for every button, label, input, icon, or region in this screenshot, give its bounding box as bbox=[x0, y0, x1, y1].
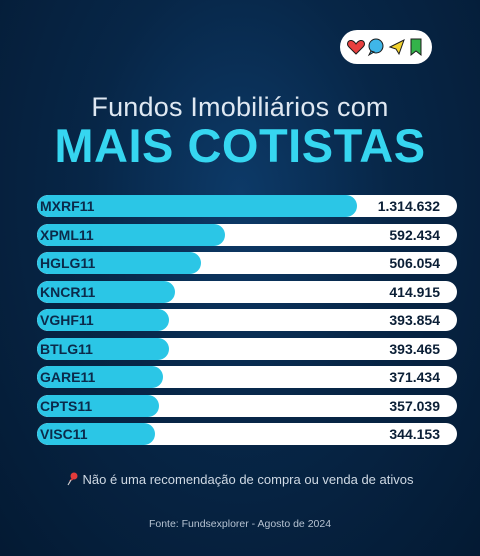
chart-title: MAIS COTISTAS bbox=[54, 119, 426, 172]
bar bbox=[37, 337, 169, 360]
bar-row: BTLG11 393.465 bbox=[37, 337, 457, 360]
disclaimer: Não é uma recomendação de compra ou vend… bbox=[0, 472, 480, 487]
source-note: Fonte: Fundsexplorer - Agosto de 2024 bbox=[148, 518, 332, 530]
bar-category-label: MXRF11 bbox=[40, 198, 95, 214]
bar-category-label: CPTS11 bbox=[40, 397, 93, 414]
bar-category-label: HGLG11 bbox=[40, 255, 96, 271]
bar-value-label: 592.434 bbox=[389, 226, 440, 243]
bar-row: GARE11 371.434 bbox=[37, 366, 457, 388]
bar-value-label: 393.465 bbox=[389, 340, 440, 357]
heart-icon bbox=[347, 39, 365, 55]
bar bbox=[37, 252, 201, 274]
bar-category-label: BTLG11 bbox=[40, 340, 93, 357]
bar-category-label: KNCR11 bbox=[40, 283, 96, 300]
bar-value-label: 414.915 bbox=[389, 283, 440, 300]
bar-row: CPTS11 357.039 bbox=[37, 394, 457, 417]
chat-bubble-icon bbox=[367, 38, 384, 57]
bar-value-label: 1.314.632 bbox=[377, 198, 440, 214]
bar-value-label: 357.039 bbox=[389, 397, 440, 414]
social-icons bbox=[347, 38, 422, 57]
bar-row: VGHF11 393.854 bbox=[37, 309, 457, 331]
bar bbox=[37, 309, 169, 331]
bar-row: XPML11 592.434 bbox=[37, 223, 457, 246]
bar bbox=[37, 280, 175, 303]
bar-category-label: GARE11 bbox=[40, 369, 96, 385]
bar bbox=[37, 195, 357, 217]
bar-value-label: 371.434 bbox=[389, 369, 440, 385]
bookmark-icon bbox=[410, 38, 422, 57]
disclaimer-text: Não é uma recomendação de compra ou vend… bbox=[82, 472, 414, 487]
bar-row: KNCR11 414.915 bbox=[37, 280, 457, 303]
bar-row: VISC11 344.153 bbox=[37, 423, 457, 445]
bar-chart: MXRF11 1.314.632 XPML11 592.434 HGLG11 506.05… bbox=[37, 195, 457, 452]
bar bbox=[37, 223, 225, 246]
bar bbox=[37, 394, 159, 417]
bar-value-label: 393.854 bbox=[389, 312, 440, 328]
bar-row: HGLG11 506.054 bbox=[37, 252, 457, 274]
bar-category-label: VISC11 bbox=[40, 426, 88, 442]
paper-plane-icon bbox=[388, 38, 405, 56]
chart-subtitle: Fundos Imobiliários com bbox=[91, 92, 389, 122]
bar bbox=[37, 366, 163, 388]
bar-category-label: VGHF11 bbox=[40, 312, 94, 328]
bar-row: MXRF11 1.314.632 bbox=[37, 195, 457, 217]
pin-icon bbox=[66, 472, 77, 486]
bar-value-label: 506.054 bbox=[389, 255, 440, 271]
social-icons-cloud bbox=[340, 30, 432, 64]
bar bbox=[37, 423, 155, 445]
bar-value-label: 344.153 bbox=[389, 426, 440, 442]
bar-category-label: XPML11 bbox=[40, 226, 94, 243]
